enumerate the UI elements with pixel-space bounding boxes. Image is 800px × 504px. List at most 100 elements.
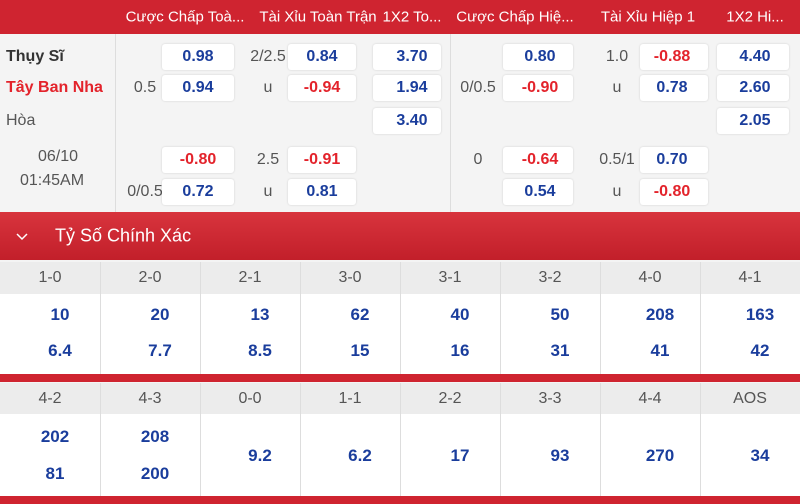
odds-cell[interactable] [162,44,234,70]
handicap-line: 2/2.5 [250,48,286,65]
column-header: 1X2 Hi... [726,8,784,26]
odds-value[interactable]: -0.64 [521,151,559,168]
odds-cell[interactable] [640,179,708,205]
score-odds[interactable]: 42 [750,341,770,360]
odds-cell[interactable] [288,44,356,70]
score-odds[interactable]: 50 [550,305,570,324]
odds-cell[interactable] [717,75,789,101]
cell-divider [700,262,701,374]
score-odds[interactable]: 40 [450,305,470,324]
handicap-line: 2.5 [256,151,280,168]
odds-value[interactable]: -0.88 [653,48,691,65]
odds-cell[interactable] [288,179,356,205]
score-label: 2-2 [438,389,462,407]
odds-cell[interactable] [640,44,708,70]
score-odds[interactable]: 270 [645,446,675,465]
odds-value[interactable]: 1.94 [396,79,428,96]
score-odds[interactable]: 8.5 [248,341,272,360]
handicap-line: 0 [473,151,483,168]
odds-value[interactable]: 3.40 [396,112,428,129]
odds-value[interactable]: 0.78 [656,79,688,96]
odds-cell[interactable] [640,147,708,173]
odds-cell[interactable] [288,147,356,173]
score-label: 4-0 [638,269,662,286]
score-odds[interactable]: 6.4 [48,341,72,360]
score-label: AOS [733,389,767,407]
score-odds[interactable]: 10 [50,305,70,324]
cell-divider [500,262,501,374]
odds-cell[interactable] [503,179,573,205]
score-label: 1-0 [38,269,62,286]
header-bar [0,0,800,34]
score-odds[interactable]: 62 [350,305,370,324]
score-odds[interactable]: 202 [40,427,70,446]
score-label: 2-0 [138,269,162,286]
red-separator [0,496,800,504]
odds-value[interactable]: 0.72 [182,183,214,200]
team-name: Hòa [6,112,36,129]
score-odds[interactable]: 34 [750,446,770,465]
section-title: Tỷ Số Chính Xác [55,225,192,246]
chevron[interactable] [14,228,30,244]
score-odds[interactable]: 93 [550,446,570,465]
score-odds[interactable]: 20 [150,305,170,324]
odds-value[interactable]: 0.70 [656,151,688,168]
odds-value[interactable]: 2.60 [739,79,771,96]
score-odds[interactable]: 17 [450,446,470,465]
score-label: 0-0 [238,389,262,407]
score-odds[interactable]: 81 [45,464,65,483]
section-banner[interactable] [0,212,800,260]
odds-value[interactable]: 0.98 [182,48,214,65]
red-separator [0,374,800,382]
odds-value[interactable]: 0.81 [306,183,338,200]
odds-cell[interactable] [503,147,573,173]
odds-value[interactable]: -0.91 [303,151,341,168]
cell-divider [400,262,401,374]
odds-cell[interactable] [717,108,789,134]
score-odds[interactable]: 208 [140,427,170,446]
odds-cell[interactable] [162,179,234,205]
odds-cell[interactable] [503,44,573,70]
score-odds[interactable]: 31 [550,341,570,360]
score-odds[interactable]: 7.7 [148,341,172,360]
odds-value[interactable]: 0.84 [306,48,338,65]
odds-value[interactable]: 2.05 [739,112,771,129]
score-label: 3-3 [538,389,562,407]
odds-cell[interactable] [162,147,234,173]
odds-value[interactable]: 0.94 [182,79,214,96]
odds-cell[interactable] [373,44,441,70]
score-odds[interactable]: 15 [350,341,370,360]
score-odds[interactable]: 41 [650,341,670,360]
odds-value[interactable]: -0.90 [521,79,559,96]
handicap-line: u [612,183,622,200]
odds-cell[interactable] [640,75,708,101]
cell-divider [400,383,401,496]
score-odds[interactable]: 16 [450,341,470,360]
odds-value[interactable]: 4.40 [739,48,771,65]
odds-value[interactable]: 0.80 [524,48,556,65]
score-odds[interactable]: 6.2 [348,446,372,465]
handicap-line: 0.5/1 [599,151,635,168]
score-odds[interactable]: 200 [140,464,170,483]
odds-cell[interactable] [373,75,441,101]
match-time: 01:45AM [19,172,85,189]
score-odds[interactable]: 163 [745,305,775,324]
score-odds[interactable]: 9.2 [248,446,272,465]
odds-value[interactable]: 0.54 [524,183,556,200]
odds-cell[interactable] [288,75,356,101]
score-odds[interactable]: 208 [645,305,675,324]
column-header: 1X2 To... [382,8,442,26]
odds-value[interactable]: 3.70 [396,48,428,65]
cell-divider [300,383,301,496]
odds-cell[interactable] [162,75,234,101]
odds-value[interactable]: -0.80 [179,151,217,168]
score-label: 4-1 [738,269,762,286]
odds-value[interactable]: -0.80 [653,183,691,200]
odds-cell[interactable] [717,44,789,70]
odds-cell[interactable] [373,108,441,134]
score-odds[interactable]: 13 [250,305,270,324]
score-label: 3-1 [438,269,462,286]
odds-cell[interactable] [503,75,573,101]
odds-value[interactable]: -0.94 [303,79,341,96]
